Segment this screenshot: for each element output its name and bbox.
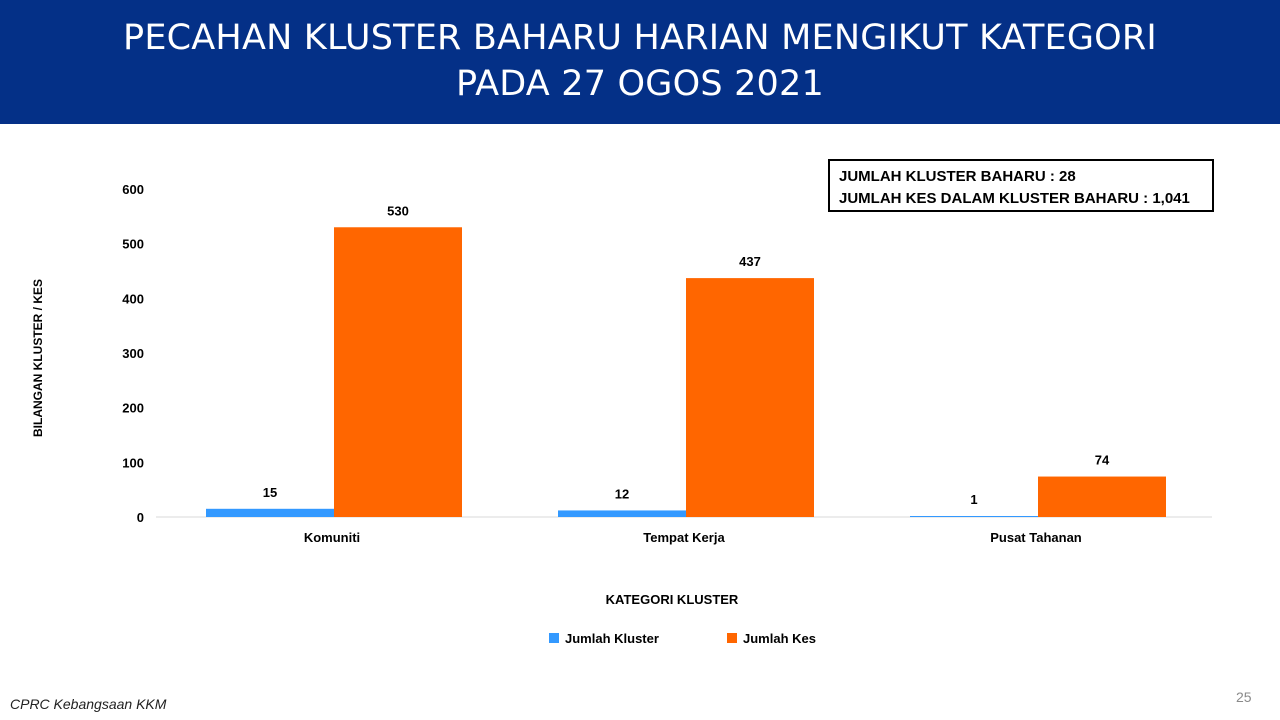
- bar-jumlah-kluster: [558, 510, 686, 517]
- y-tick-label: 300: [122, 346, 144, 361]
- legend-label: Jumlah Kluster: [565, 631, 659, 646]
- legend-swatch: [727, 633, 737, 643]
- data-label: 12: [615, 486, 629, 501]
- summary-total-cases: JUMLAH KES DALAM KLUSTER BAHARU : 1,041: [839, 190, 1190, 207]
- y-tick-label: 600: [122, 182, 144, 197]
- x-tick-label: Tempat Kerja: [643, 530, 725, 545]
- bar-jumlah-kluster: [910, 516, 1038, 517]
- legend-swatch: [549, 633, 559, 643]
- y-axis-title: BILANGAN KLUSTER / KES: [31, 279, 45, 437]
- bar-jumlah-kluster: [206, 508, 334, 517]
- data-label: 437: [739, 254, 761, 269]
- bar-jumlah-kes: [1038, 476, 1166, 517]
- page-number: 25: [1236, 689, 1252, 705]
- summary-box: JUMLAH KLUSTER BAHARU : 28 JUMLAH KES DA…: [828, 159, 1214, 212]
- y-tick-label: 100: [122, 455, 144, 470]
- data-label: 1: [970, 492, 977, 507]
- x-axis-title: KATEGORI KLUSTER: [606, 592, 739, 607]
- chart-subtitle: PADA 27 OGOS 2021: [456, 64, 824, 104]
- x-tick-label: Komuniti: [304, 530, 360, 545]
- x-tick-label: Pusat Tahanan: [990, 530, 1082, 545]
- legend-label: Jumlah Kes: [743, 631, 816, 646]
- title-banner: PECAHAN KLUSTER BAHARU HARIAN MENGIKUT K…: [0, 0, 1280, 124]
- bar-jumlah-kes: [686, 278, 814, 517]
- data-label: 15: [263, 485, 277, 500]
- y-tick-label: 500: [122, 237, 144, 252]
- data-label: 530: [387, 203, 409, 218]
- bar-jumlah-kes: [334, 227, 462, 517]
- data-label: 74: [1095, 453, 1110, 468]
- y-tick-label: 0: [137, 510, 144, 525]
- y-tick-label: 400: [122, 291, 144, 306]
- source-footer: CPRC Kebangsaan KKM: [10, 696, 167, 712]
- summary-total-clusters: JUMLAH KLUSTER BAHARU : 28: [839, 168, 1076, 185]
- y-tick-label: 200: [122, 401, 144, 416]
- chart-title: PECAHAN KLUSTER BAHARU HARIAN MENGIKUT K…: [123, 18, 1157, 58]
